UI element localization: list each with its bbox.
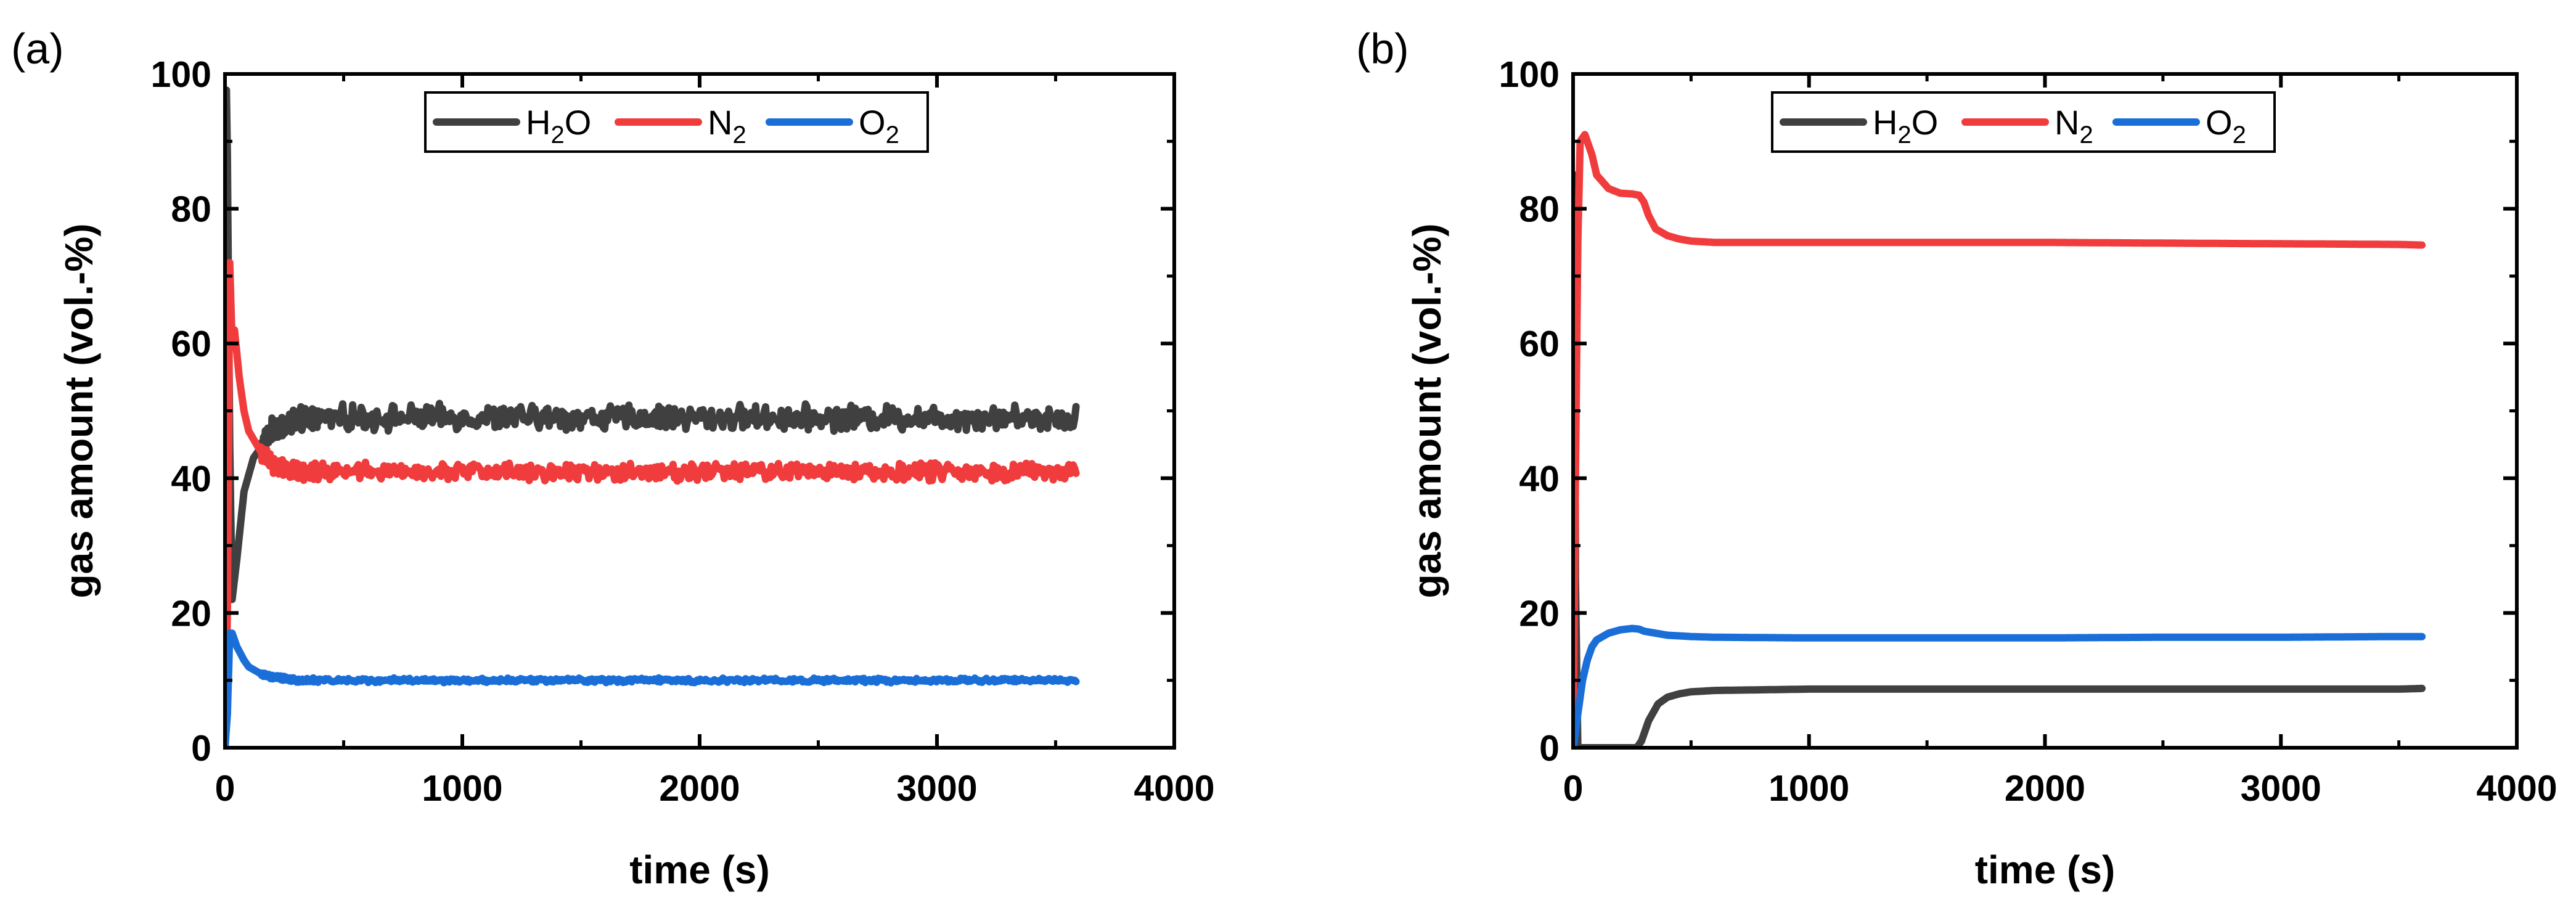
x-tick-label: 2000: [659, 768, 740, 809]
legend-label-o2: O2: [2206, 103, 2246, 149]
x-tick-label: 2000: [2005, 768, 2085, 809]
y-tick-label: 80: [171, 189, 211, 230]
y-tick-label: 100: [151, 54, 211, 95]
plot-area: [1573, 131, 2426, 748]
series-line-n2: [1573, 131, 2426, 748]
legend-label-n2: N2: [708, 103, 746, 149]
y-tick-label: 20: [171, 593, 211, 634]
x-tick-label: 0: [215, 768, 235, 809]
panel-label: (b): [1356, 25, 1409, 73]
series-line-o2: [1573, 624, 2426, 748]
series-line-h2o: [225, 86, 1080, 748]
x-tick-label: 3000: [896, 768, 977, 809]
legend-label-h2o: H2O: [1873, 103, 1938, 149]
panel-a: (a) 0 1000 2000 3000 4000 0 20 40 60 80 100 time (s)…: [11, 25, 1215, 892]
x-tick-label: 1000: [1768, 768, 1849, 809]
y-tick-label: 100: [1499, 54, 1560, 95]
y-tick-label: 60: [1519, 324, 1560, 364]
y-tick-label: 0: [191, 728, 211, 769]
series-line-n2: [225, 259, 1080, 748]
y-tick-label: 40: [171, 459, 211, 499]
x-tick-label: 3000: [2241, 768, 2321, 809]
y-tick-label: 20: [1519, 593, 1560, 634]
legend: H2O N2 O2: [1771, 91, 2276, 153]
y-tick-label: 60: [171, 324, 211, 364]
series-line-h2o: [1573, 171, 2426, 748]
axes-frame: [1571, 72, 2519, 750]
legend: H2O N2 O2: [424, 91, 929, 153]
x-tick-label: 0: [1563, 768, 1584, 809]
x-tick-label: 4000: [2476, 768, 2557, 809]
y-tick-label: 40: [1519, 459, 1560, 499]
x-axis-label: time (s): [1975, 848, 2116, 892]
y-tick-label: 0: [1539, 728, 1560, 769]
x-tick-label: 1000: [422, 768, 502, 809]
y-axis-label: gas amount (vol.-%): [57, 223, 101, 598]
legend-label-o2: O2: [859, 103, 899, 149]
x-axis-label: time (s): [629, 848, 770, 892]
legend-label-n2: N2: [2055, 103, 2093, 149]
plot-area: [225, 86, 1080, 748]
panel-label: (a): [11, 25, 64, 73]
series-line-o2: [225, 629, 1080, 748]
panel-b: (b) 0 1000 2000 3000 4000 0 20 40 60 80 100 time (s)…: [1356, 25, 2558, 892]
y-tick-label: 80: [1519, 189, 1560, 230]
legend-label-h2o: H2O: [526, 103, 591, 149]
y-axis-label: gas amount (vol.-%): [1405, 223, 1449, 598]
x-tick-label: 4000: [1134, 768, 1214, 809]
